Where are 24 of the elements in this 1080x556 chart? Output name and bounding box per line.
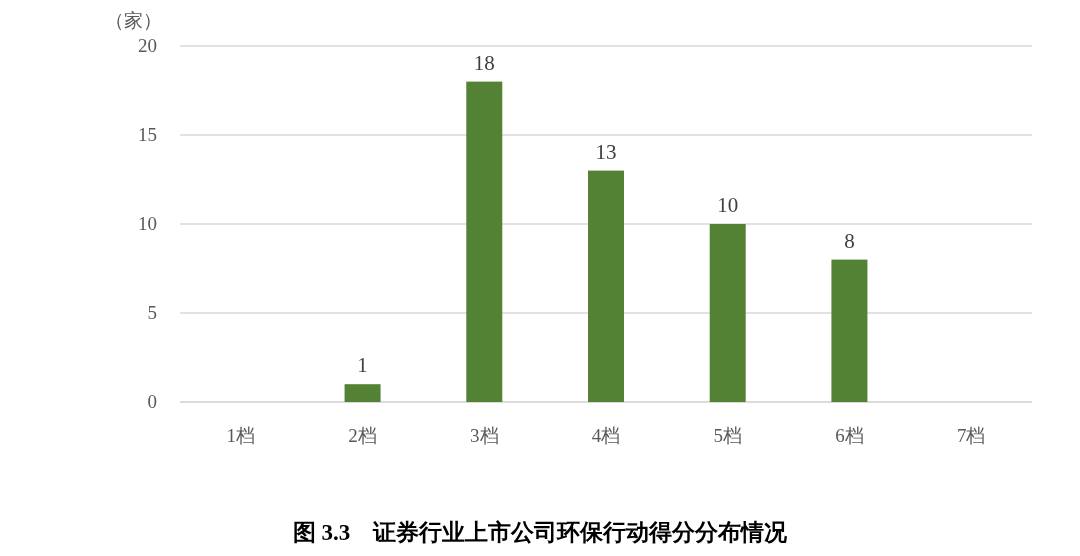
x-tick-label: 5档	[713, 425, 742, 446]
x-tick-label: 2档	[348, 425, 377, 446]
bar	[344, 384, 381, 402]
y-tick-label: 5	[147, 302, 157, 323]
x-tick-label: 6档	[835, 425, 864, 446]
y-tick-label: 20	[138, 35, 157, 56]
bar	[709, 224, 746, 402]
bar	[831, 259, 868, 402]
y-tick-label: 0	[147, 391, 157, 412]
y-tick-label: 15	[138, 124, 157, 145]
y-axis-title: （家）	[104, 10, 162, 31]
data-label: 13	[595, 139, 617, 164]
bar	[588, 170, 624, 402]
x-tick-label: 1档	[226, 425, 256, 446]
x-tick-label: 3档	[470, 425, 499, 446]
x-tick-label: 7档	[956, 425, 986, 446]
y-tick-label: 10	[138, 213, 157, 234]
bar	[466, 81, 503, 402]
data-label: 8	[844, 228, 855, 253]
text: 图 3.3 证券行业上市公司环保行动得分分布情况	[292, 519, 789, 545]
data-label: 1	[357, 353, 368, 378]
data-label: 10	[717, 193, 739, 217]
data-label: 18	[473, 50, 495, 75]
x-tick-label: 4档	[591, 425, 621, 446]
